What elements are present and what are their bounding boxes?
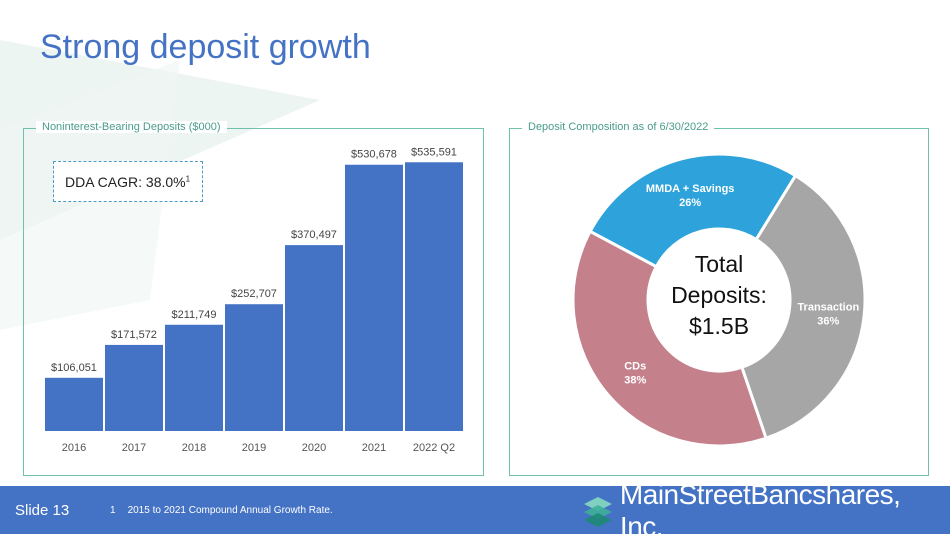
bar-2021: [345, 164, 403, 431]
cagr-label: DDA CAGR: 38.0%: [65, 174, 186, 190]
bar-chart-panel: Noninterest-Bearing Deposits ($000): [23, 121, 484, 476]
x-tick-label: 2022 Q2: [413, 442, 455, 454]
bar-2020: [285, 245, 343, 431]
x-tick-label: 2021: [362, 442, 386, 454]
bar-2016: [45, 377, 103, 431]
footnote: 1 2015 to 2021 Compound Annual Growth Rat…: [110, 505, 333, 516]
donut-slice-label: CDs: [624, 360, 646, 372]
x-tick-label: 2018: [182, 442, 206, 454]
bar-2022-q2: [405, 162, 463, 431]
donut-slice-cds: [571, 229, 768, 448]
x-tick-label: 2020: [302, 442, 326, 454]
donut-chart-panel: Deposit Composition as of 6/30/2022: [509, 121, 929, 476]
bar-value-label: $211,749: [171, 309, 216, 321]
donut-slice-label: MMDA + Savings: [646, 183, 735, 195]
donut-slice-percent: 38%: [624, 374, 646, 386]
footer-bar: Slide 13 1 2015 to 2021 Compound Annual G…: [0, 479, 950, 542]
footnote-text: 2015 to 2021 Compound Annual Growth Rate…: [127, 505, 333, 516]
company-logo: MainStreetBancshares, Inc.: [582, 479, 950, 542]
page-title: Strong deposit growth: [40, 28, 371, 66]
bar-2017: [105, 344, 163, 431]
donut-slice-percent: 26%: [679, 197, 701, 209]
bar-value-label: $252,707: [231, 288, 277, 300]
bar-2019: [225, 304, 283, 431]
bar-2018: [165, 324, 223, 431]
donut-slice-mmda-savings: [588, 152, 798, 269]
donut-center-line2: Deposits:: [671, 282, 767, 308]
donut-slice-transaction: [739, 173, 867, 441]
donut-slice-percent: 36%: [817, 315, 839, 327]
slide-number: Slide 13: [15, 502, 70, 519]
logo-text: MainStreetBancshares, Inc.: [619, 479, 901, 542]
donut-center-line1: Total: [695, 251, 744, 277]
bar-value-label: $370,497: [291, 229, 337, 241]
cagr-footnote-marker: 1: [185, 174, 191, 184]
layers-logo-icon: [583, 497, 612, 527]
bar-value-label: $106,051: [51, 362, 97, 374]
donut-chart-title: Deposit Composition as of 6/30/2022: [522, 121, 715, 133]
cagr-callout: DDA CAGR: 38.0%1: [53, 161, 203, 202]
footnote-number: 1: [110, 505, 116, 516]
donut-center-line3: $1.5B: [689, 313, 749, 339]
bar-value-label: $530,678: [351, 149, 397, 161]
x-tick-label: 2016: [62, 442, 86, 454]
bar-value-label: $535,591: [411, 146, 457, 158]
bar-value-label: $171,572: [111, 329, 157, 341]
x-tick-label: 2017: [122, 442, 146, 454]
donut-slice-label: Transaction: [797, 301, 859, 313]
bar-chart-title: Noninterest-Bearing Deposits ($000): [36, 121, 227, 133]
x-tick-label: 2019: [242, 442, 266, 454]
